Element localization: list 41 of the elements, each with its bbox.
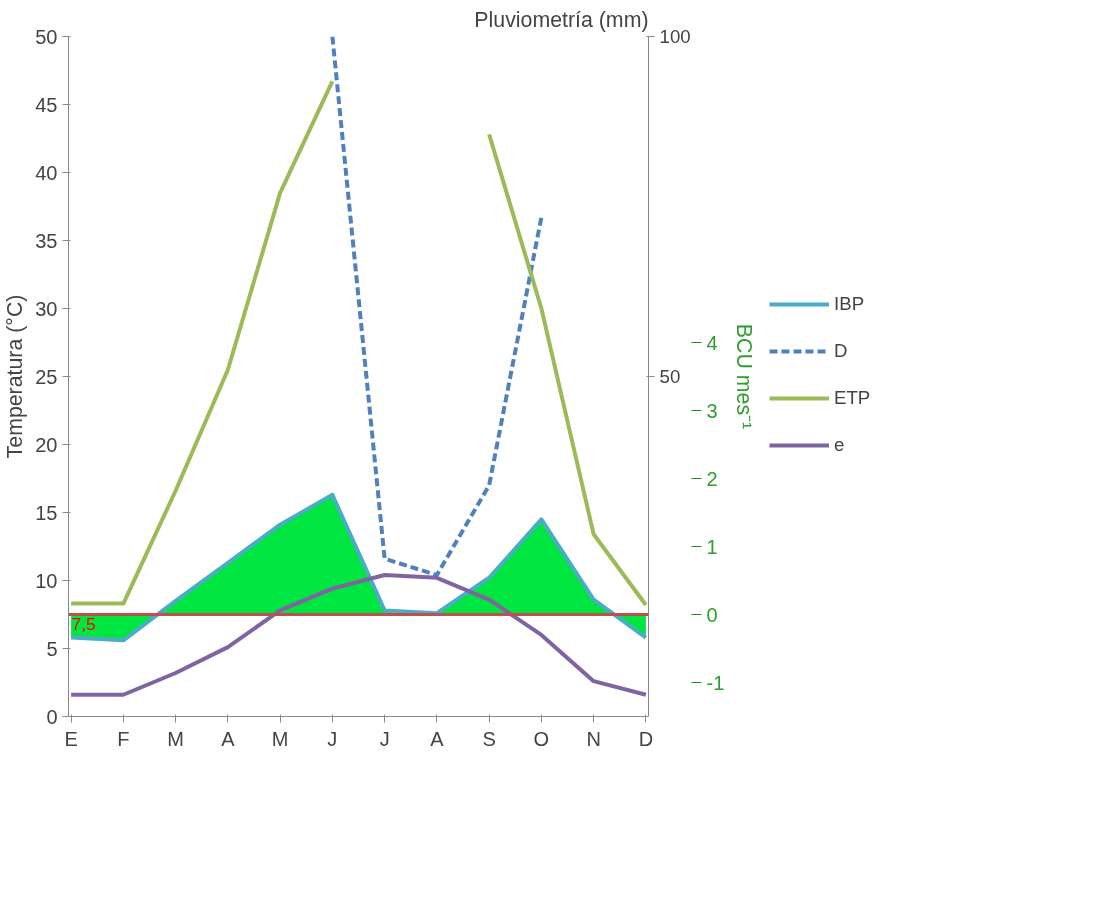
x-tick-label: O: [533, 727, 550, 750]
line-series: [330, 36, 544, 578]
x-tick-label: A: [430, 727, 445, 750]
x-tick-label: M: [271, 727, 289, 750]
line-series: [69, 573, 648, 697]
x-tick-label: E: [64, 727, 78, 750]
x-tick-label: J: [379, 727, 390, 750]
x-tick-label: J: [327, 727, 338, 750]
x-tick-label: N: [586, 727, 601, 750]
y3-tick-label: 4: [706, 331, 718, 354]
y3-tick-label: 2: [706, 467, 718, 490]
y-tick-label: 35: [35, 229, 58, 252]
y-tick-label: 0: [46, 705, 58, 728]
y-tick-label: 40: [35, 161, 58, 184]
x-tick-label: F: [117, 727, 130, 750]
x-tick-label: D: [638, 727, 654, 750]
y-tick-label: 15: [35, 501, 58, 524]
y2-axis-title: Pluviometría (mm): [474, 7, 649, 32]
y3-tick-label: 3: [706, 399, 718, 422]
y2-tick-label: 100: [659, 26, 691, 47]
x-tick-label: M: [167, 727, 184, 750]
legend-label: ETP: [834, 387, 871, 409]
y-tick-label: 10: [35, 569, 58, 592]
y-tick-label: 5: [46, 637, 58, 660]
ref-line-label: 7,5: [71, 613, 96, 634]
y3-tick-label: -1: [706, 671, 725, 694]
y-tick-label: 25: [35, 365, 58, 388]
y-tick-label: 50: [35, 25, 58, 48]
legend-label: e: [834, 434, 846, 456]
legend-label: D: [834, 340, 849, 362]
legend-label: IBP: [834, 293, 865, 315]
y-axis-title: Temperatura (°C): [3, 294, 28, 459]
x-tick-label: A: [221, 727, 236, 750]
y-tick-label: 20: [35, 433, 58, 456]
y3-axis-title: BCU mes⁻¹: [732, 323, 757, 430]
y2-tick-label: 50: [659, 366, 681, 387]
y-tick-label: 30: [35, 297, 58, 320]
y-tick-label: 45: [35, 93, 58, 116]
y3-tick-label: 1: [706, 535, 718, 558]
x-tick-label: S: [482, 727, 496, 750]
y3-tick-label: 0: [706, 603, 718, 626]
